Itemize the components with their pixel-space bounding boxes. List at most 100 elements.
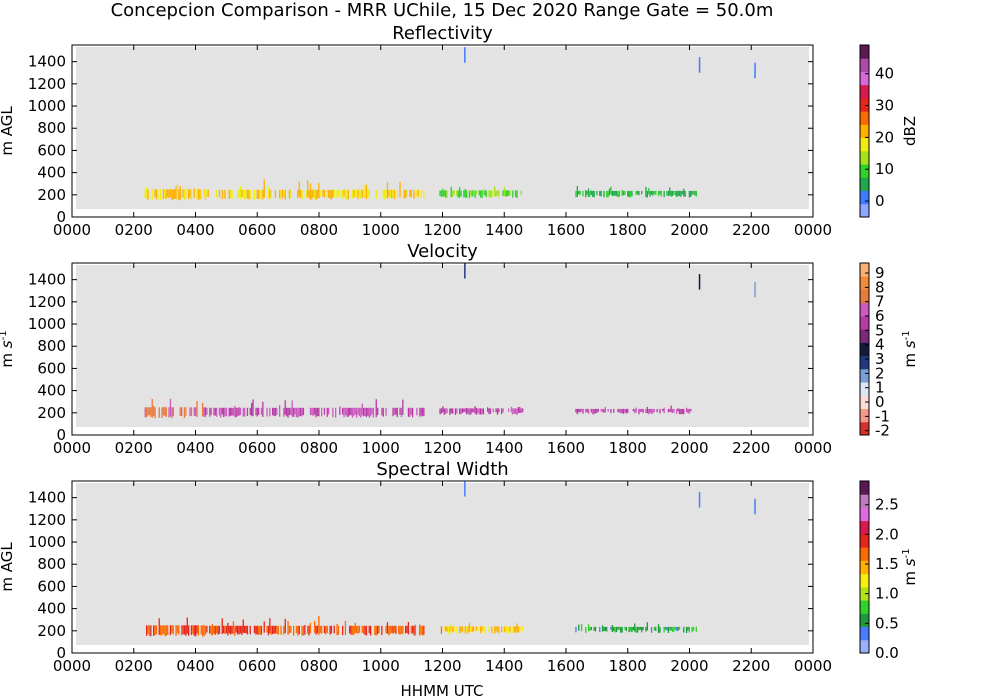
data-streak bbox=[189, 188, 191, 198]
data-streak bbox=[453, 190, 455, 195]
data-streak bbox=[167, 189, 169, 198]
data-streak bbox=[385, 625, 387, 634]
data-streak bbox=[593, 190, 595, 198]
data-streak bbox=[207, 189, 209, 198]
data-streak bbox=[386, 182, 389, 199]
data-streak bbox=[663, 626, 665, 633]
colorbar-swatch bbox=[860, 395, 869, 410]
data-streak bbox=[354, 622, 356, 634]
data-streak bbox=[190, 625, 193, 635]
data-streak bbox=[172, 189, 174, 200]
data-streak bbox=[653, 626, 655, 631]
data-streak bbox=[221, 189, 223, 200]
data-streak bbox=[368, 625, 370, 634]
data-streak bbox=[196, 401, 198, 417]
data-streak bbox=[335, 407, 337, 418]
data-streak bbox=[645, 626, 647, 632]
data-streak bbox=[508, 408, 510, 412]
data-streak bbox=[196, 625, 198, 634]
data-streak bbox=[160, 625, 162, 636]
colorbar-tick-label: 0.0 bbox=[875, 644, 899, 662]
data-streak bbox=[603, 626, 605, 632]
data-streak bbox=[279, 405, 281, 417]
data-streak bbox=[592, 190, 594, 198]
data-streak bbox=[650, 626, 653, 633]
data-streak bbox=[463, 190, 465, 198]
data-streak bbox=[364, 625, 366, 635]
data-streak bbox=[439, 408, 441, 415]
colorbar-swatch bbox=[860, 342, 869, 357]
data-streak bbox=[183, 407, 186, 418]
data-streak bbox=[509, 626, 511, 632]
panel-title: Velocity bbox=[407, 241, 478, 262]
data-streak bbox=[692, 626, 695, 631]
data-streak bbox=[284, 189, 286, 200]
data-streak bbox=[178, 625, 180, 635]
data-streak bbox=[269, 618, 271, 634]
x-tick-label: 1200 bbox=[423, 221, 461, 239]
data-streak bbox=[230, 407, 232, 416]
data-streak bbox=[586, 190, 588, 195]
data-streak bbox=[144, 407, 146, 418]
data-streak bbox=[498, 190, 500, 197]
data-streak bbox=[413, 625, 415, 636]
x-tick-label: 0800 bbox=[300, 439, 338, 457]
data-streak bbox=[515, 626, 517, 633]
data-streak bbox=[517, 406, 520, 413]
data-streak bbox=[266, 625, 268, 633]
x-tick-label: 0200 bbox=[115, 221, 153, 239]
data-streak bbox=[459, 626, 461, 634]
data-streak bbox=[495, 626, 497, 632]
data-streak bbox=[659, 408, 661, 414]
data-streak bbox=[627, 408, 629, 413]
data-streak bbox=[475, 190, 478, 195]
data-streak bbox=[506, 190, 508, 197]
data-streak bbox=[621, 189, 623, 196]
data-streak bbox=[649, 190, 651, 197]
data-streak bbox=[224, 189, 226, 199]
data-streak bbox=[659, 626, 661, 633]
data-streak bbox=[154, 625, 156, 635]
colorbar-tick-label: 1.0 bbox=[875, 585, 899, 603]
data-streak bbox=[158, 618, 160, 635]
data-streak bbox=[618, 626, 620, 630]
data-streak bbox=[618, 190, 620, 197]
data-streak bbox=[253, 625, 256, 633]
data-streak bbox=[452, 408, 454, 414]
data-streak bbox=[629, 626, 632, 632]
data-streak bbox=[690, 190, 692, 197]
data-streak bbox=[176, 183, 179, 200]
data-streak bbox=[357, 625, 359, 634]
data-streak bbox=[231, 407, 233, 416]
data-streak bbox=[519, 626, 521, 632]
data-streak bbox=[153, 625, 155, 636]
data-streak bbox=[251, 402, 253, 417]
data-streak bbox=[295, 625, 298, 633]
data-streak bbox=[666, 626, 668, 631]
data-streak bbox=[683, 626, 685, 633]
data-streak bbox=[655, 190, 657, 195]
y-tick-label: 400 bbox=[37, 600, 66, 618]
data-streak bbox=[353, 189, 355, 198]
data-streak bbox=[508, 190, 510, 196]
data-streak bbox=[169, 625, 172, 636]
data-streak bbox=[449, 626, 451, 632]
data-streak bbox=[237, 189, 239, 199]
data-streak bbox=[648, 187, 650, 195]
data-streak bbox=[350, 407, 352, 416]
data-streak bbox=[288, 189, 291, 199]
data-streak bbox=[471, 626, 473, 633]
data-streak bbox=[151, 398, 153, 418]
x-tick-label: 1600 bbox=[547, 439, 585, 457]
data-streak bbox=[382, 189, 384, 198]
data-streak bbox=[202, 402, 204, 417]
data-streak bbox=[501, 626, 503, 633]
data-streak bbox=[396, 407, 398, 418]
data-streak bbox=[312, 189, 314, 198]
data-streak bbox=[283, 189, 285, 197]
y-tick-label: 1000 bbox=[28, 533, 66, 551]
data-streak bbox=[301, 407, 303, 417]
data-streak bbox=[183, 189, 186, 200]
